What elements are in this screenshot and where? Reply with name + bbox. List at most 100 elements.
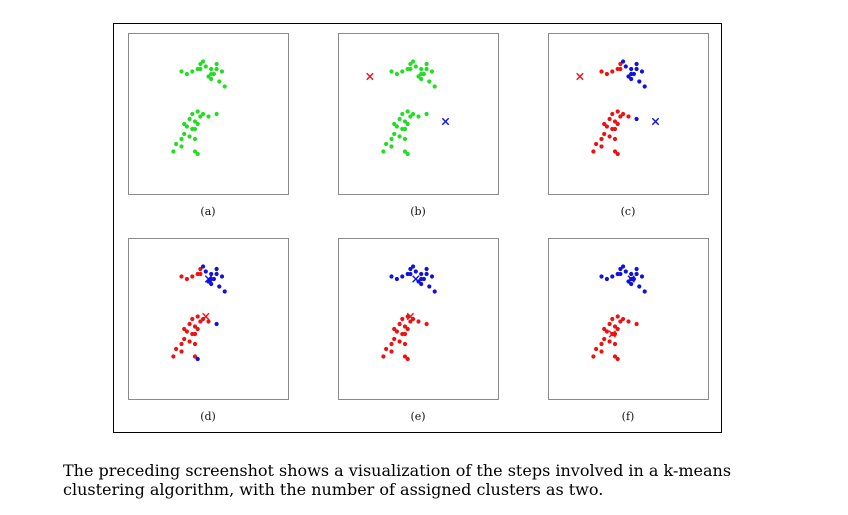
data-point — [179, 349, 184, 354]
data-point — [389, 274, 394, 279]
data-point — [187, 339, 192, 344]
data-point — [416, 114, 421, 119]
data-point — [214, 111, 219, 117]
data-point — [615, 314, 620, 319]
data-point — [634, 321, 639, 327]
data-point — [209, 271, 214, 277]
data-point — [623, 269, 628, 274]
data-point — [618, 271, 623, 277]
data-point — [405, 356, 410, 362]
data-point — [421, 71, 426, 77]
data-point — [612, 354, 618, 359]
data-point — [198, 271, 203, 277]
plot-c — [576, 59, 660, 157]
data-point — [179, 341, 184, 347]
data-point — [171, 354, 176, 359]
data-point — [634, 266, 639, 272]
data-point — [419, 76, 424, 82]
data-point — [615, 326, 620, 332]
data-point — [424, 111, 429, 117]
data-point — [397, 134, 402, 139]
data-point — [179, 136, 184, 142]
data-point — [389, 144, 394, 149]
data-point — [639, 274, 645, 279]
data-point — [602, 336, 607, 342]
data-point — [429, 274, 435, 279]
data-point — [623, 64, 628, 69]
data-point — [206, 74, 211, 79]
data-point — [198, 266, 203, 272]
data-point — [626, 114, 631, 119]
data-point — [604, 276, 609, 282]
data-point — [219, 69, 225, 74]
data-point — [214, 266, 219, 272]
data-point — [397, 116, 402, 122]
data-point — [206, 114, 211, 119]
data-point — [607, 116, 612, 122]
data-point — [389, 136, 394, 142]
data-point — [629, 281, 634, 287]
plot-a — [171, 59, 227, 157]
figure-caption: The preceding screenshot shows a visuali… — [63, 461, 732, 499]
data-point — [384, 141, 389, 147]
data-point — [174, 346, 179, 352]
data-point — [402, 341, 408, 347]
data-point — [209, 66, 214, 72]
data-point — [612, 341, 618, 347]
panel-c — [548, 33, 709, 195]
data-point — [610, 69, 615, 74]
data-point — [599, 69, 604, 74]
data-point — [607, 339, 612, 344]
data-point — [621, 316, 626, 322]
data-point — [381, 354, 386, 359]
data-point — [192, 136, 198, 142]
data-point — [607, 134, 612, 139]
data-point — [214, 66, 219, 72]
data-point — [612, 119, 618, 124]
centroid-marker — [627, 275, 635, 283]
data-point — [187, 116, 192, 122]
data-point — [190, 111, 195, 117]
data-point — [615, 121, 620, 127]
data-point — [195, 356, 200, 362]
panel-label-c: (c) — [620, 205, 636, 218]
data-point — [411, 264, 416, 269]
data-point — [408, 266, 413, 272]
data-point — [392, 336, 397, 342]
data-point — [629, 76, 634, 82]
data-point — [217, 284, 222, 289]
data-point — [402, 149, 408, 154]
data-point — [637, 284, 642, 289]
data-point — [424, 66, 429, 72]
data-point — [642, 84, 647, 89]
data-point — [599, 136, 604, 142]
data-point — [179, 274, 184, 279]
data-point — [411, 59, 416, 64]
data-point — [402, 119, 408, 124]
data-point — [190, 316, 195, 322]
data-point — [209, 281, 214, 287]
data-point — [607, 321, 612, 327]
data-point — [171, 149, 176, 154]
panel-e — [338, 238, 499, 400]
data-point — [192, 341, 198, 347]
data-point — [599, 274, 604, 279]
data-point — [602, 121, 607, 127]
data-point — [637, 79, 642, 84]
data-point — [634, 61, 639, 67]
panel-label-e: (e) — [410, 410, 426, 423]
data-point — [394, 71, 399, 77]
plot-d — [171, 264, 227, 362]
data-point — [604, 329, 609, 334]
data-point — [184, 71, 189, 77]
data-point — [405, 109, 410, 114]
data-point — [419, 271, 424, 277]
data-point — [222, 289, 227, 294]
data-point — [618, 66, 623, 72]
data-point — [408, 66, 413, 72]
data-point — [195, 151, 200, 157]
data-point — [402, 136, 408, 142]
data-point — [384, 346, 389, 352]
data-point — [400, 274, 405, 279]
centroid-marker — [202, 312, 210, 321]
